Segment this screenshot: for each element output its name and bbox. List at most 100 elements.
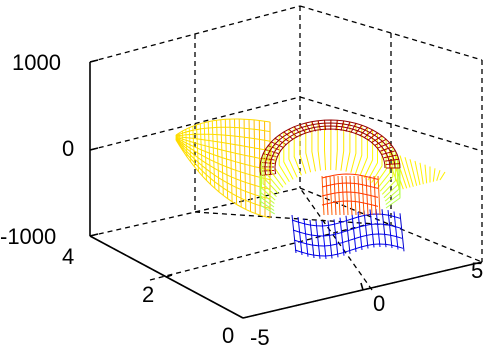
mesh-line [345,175,349,216]
mesh-line [383,154,398,159]
mesh-line [321,173,379,180]
mesh-line [327,220,333,259]
mesh-line [377,142,391,189]
mesh-line [382,150,396,155]
mesh-line [299,124,307,134]
mesh-line [419,162,424,185]
mesh-line [371,135,383,183]
mesh-line [297,216,303,256]
mesh-line [351,213,357,252]
mesh-line [293,233,403,247]
mesh-line [264,122,396,176]
x-tick-label: 5 [471,258,483,283]
mesh-line [371,135,383,144]
mesh-line [175,138,271,200]
mesh-line [259,119,401,176]
grid-line [89,96,301,151]
mesh-line [271,141,284,148]
mesh-line [337,175,341,216]
mesh-line [303,218,309,257]
mesh-line [259,171,275,211]
mesh-line [270,141,284,188]
y-tick-label: 4 [62,244,74,269]
mesh-line [274,138,287,185]
box-edge [299,187,483,263]
mesh-line [292,223,402,237]
mesh-line [269,125,391,175]
mesh-line [399,213,405,252]
axes-lines [89,59,483,319]
mesh-line [357,211,363,251]
mesh-line [325,175,329,216]
mesh-line [321,200,379,207]
mesh-line [333,175,337,216]
mesh-line [175,137,271,181]
mesh-line [305,122,312,133]
mesh-line [439,171,446,181]
mesh-line [385,163,400,165]
mesh-line [175,139,271,219]
mesh-line [363,129,374,179]
mesh-line [353,175,357,216]
mesh-line [354,124,363,135]
mesh-line [367,132,378,141]
mesh-line [414,160,421,186]
y-tick-label: 0 [222,323,234,348]
mesh-line [359,127,368,177]
mesh-line [363,129,373,139]
mesh-line [261,158,276,201]
mesh-line [311,121,316,132]
mesh-line [293,126,302,176]
y-tick-mark [165,274,173,278]
mesh-line [424,164,428,184]
mesh-line [380,146,393,152]
mesh-line [363,210,369,249]
mesh-line [432,168,436,182]
mesh-line [317,120,321,171]
mesh-line [324,120,327,131]
mesh-line [350,123,357,133]
tick-labels: 1000 0 -1000 4 2 0 -5 0 5 [0,50,483,349]
mesh-line [409,159,418,186]
mesh-line [377,175,381,216]
grid-line [299,187,373,291]
mesh-surface [175,118,446,260]
mesh-line [329,175,333,216]
mesh-line [175,138,271,190]
mesh-line [345,121,351,132]
z-tick-label: 1000 [12,50,61,75]
mesh-line [389,151,404,190]
mesh-line [299,124,307,174]
mesh-line [381,209,387,248]
mesh-line [291,214,297,254]
mesh-line [387,210,393,249]
mesh-line [373,175,377,216]
mesh-line [321,182,379,189]
mesh-line [404,157,414,187]
mesh-line [354,125,363,175]
mesh-line [267,145,281,151]
mesh-line [369,209,375,248]
mesh-line [381,150,396,195]
mesh-line [393,211,399,250]
mesh-line [321,220,327,260]
mesh-line [288,128,298,138]
mesh-line [309,219,315,259]
mesh-line [365,175,369,216]
y-tick-label: 2 [142,282,154,307]
mesh-line [262,153,277,198]
mesh-line [267,145,281,191]
mesh-line [385,168,401,209]
mesh-line [339,217,345,256]
mesh-line [385,158,399,162]
mesh-line [175,139,271,209]
mesh-line [335,120,338,171]
mesh-line [399,155,411,188]
mesh-line [377,142,390,149]
mesh-line [294,243,404,257]
mesh-line [291,213,401,227]
mesh-line [175,137,271,171]
mesh-line [341,175,345,216]
grid-line [194,211,392,226]
